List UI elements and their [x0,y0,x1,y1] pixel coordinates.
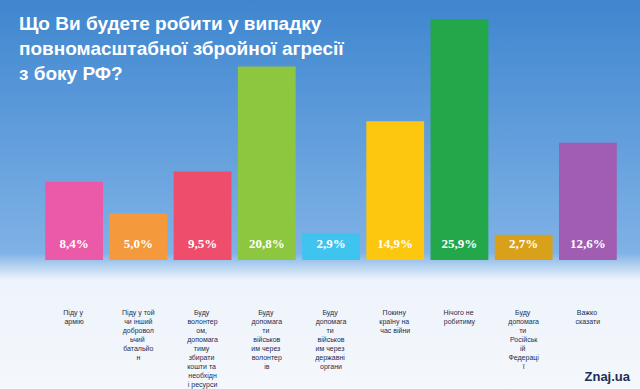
svg-text:армію: армію [64,318,83,326]
svg-text:державні: державні [315,354,347,362]
svg-text:волонтер: волонтер [187,318,217,326]
svg-text:12,6%: 12,6% [570,236,606,251]
svg-text:допомага: допомага [251,318,282,326]
svg-text:ї: ї [522,363,525,370]
svg-text:им через: им через [251,345,282,353]
svg-text:Буду: Буду [322,309,339,317]
svg-text:волонтер: волонтер [252,354,282,362]
svg-text:н: н [136,354,140,361]
svg-text:Важко: Важко [577,309,599,316]
svg-text:тиму: тиму [194,345,211,353]
svg-text:ти: ти [326,327,335,334]
svg-text:5,0%: 5,0% [124,236,153,251]
svg-text:9,5%: 9,5% [188,236,217,251]
svg-text:ти: ти [262,327,271,334]
svg-text:робитиму: робитиму [444,318,476,326]
svg-text:органи: органи [320,363,342,371]
svg-text:добровол: добровол [123,327,154,335]
svg-text:Російськ: Російськ [510,336,538,343]
svg-text:Буду: Буду [515,309,532,317]
svg-text:2,9%: 2,9% [316,236,345,251]
svg-text:20,8%: 20,8% [249,236,285,251]
svg-text:Буду: Буду [258,309,275,317]
svg-text:військов: військов [317,336,344,343]
svg-text:час війни: час війни [380,327,410,334]
svg-text:Піду у: Піду у [63,309,85,317]
svg-text:з боку РФ?: з боку РФ? [19,63,123,84]
svg-text:Покину: Покину [383,309,408,317]
svg-text:Znaj.ua: Znaj.ua [584,369,630,384]
svg-text:чи інший: чи інший [122,318,154,325]
svg-text:ом,: ом, [196,327,209,334]
svg-text:необхідн: необхідн [188,372,217,380]
svg-text:25,9%: 25,9% [442,236,478,251]
svg-text:ів: ів [264,363,270,370]
svg-text:ій: ій [520,345,527,352]
svg-text:кошти та: кошти та [187,363,218,370]
svg-text:Нічого не: Нічого не [443,309,475,316]
svg-text:Федераці: Федераці [508,354,539,362]
svg-text:і ресурси: і ресурси [188,381,218,389]
svg-text:допомага: допомага [316,318,347,326]
svg-text:2,7%: 2,7% [509,236,538,251]
svg-text:14,9%: 14,9% [377,236,413,251]
svg-text:8,4%: 8,4% [59,236,88,251]
svg-text:військов: військов [253,336,280,343]
svg-text:допомага: допомага [508,318,539,326]
svg-text:им через: им через [316,345,347,353]
svg-text:ти: ти [519,327,528,334]
svg-text:країну на: країну на [379,318,411,326]
svg-text:Піду у той: Піду у той [122,309,155,317]
svg-text:ьчий: ьчий [130,336,147,343]
svg-text:повномасштабної збройної агрес: повномасштабної збройної агресії [19,38,344,59]
svg-text:батальйо: батальйо [123,345,153,352]
svg-text:Що Ви будете робити у випадку: Що Ви будете робити у випадку [19,13,322,34]
svg-text:збирати: збирати [189,354,217,362]
svg-text:допомага: допомага [187,336,218,344]
svg-text:сказати: сказати [576,318,601,325]
svg-text:Буду: Буду [194,309,211,317]
